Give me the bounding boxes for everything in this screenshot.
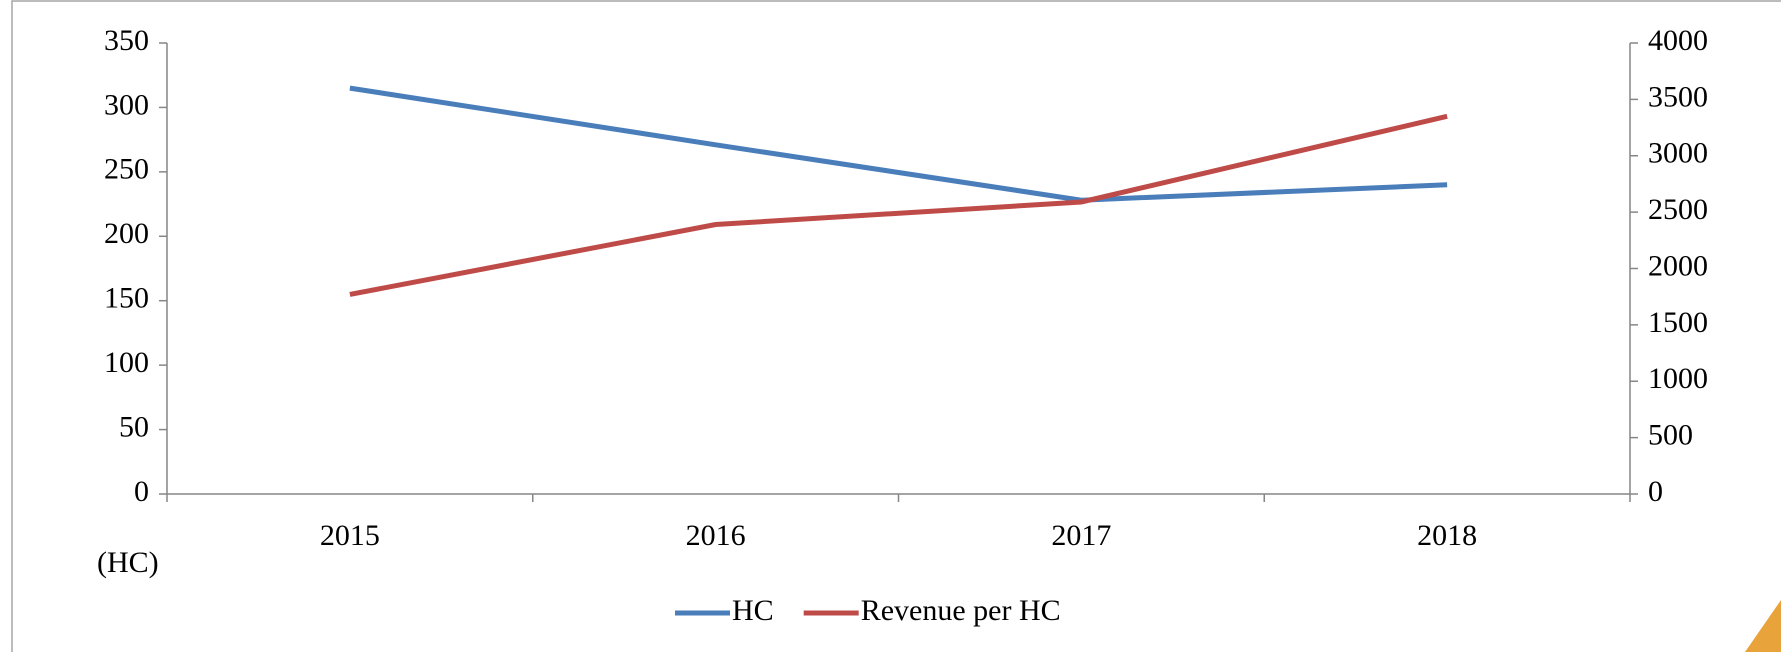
y-tick-label: 300 <box>104 88 149 121</box>
y-tick-label: 200 <box>104 217 149 250</box>
y2-tick-label: 2000 <box>1648 249 1708 282</box>
x-tick-label: 2017 <box>1051 519 1111 552</box>
y2-tick-label: 2500 <box>1648 193 1708 226</box>
legend-label: Revenue per HC <box>861 594 1061 627</box>
y-tick-label: 350 <box>104 24 149 57</box>
y2-tick-label: 1500 <box>1648 306 1708 339</box>
corner-decoration <box>1745 600 1781 652</box>
y2-tick-label: 500 <box>1648 419 1693 452</box>
legend-label: HC <box>732 594 774 627</box>
y2-tick-label: 3500 <box>1648 80 1708 113</box>
y2-tick-label: 3000 <box>1648 137 1708 170</box>
line-series <box>349 85 1448 203</box>
y2-tick-label: 0 <box>1648 475 1663 508</box>
line-series <box>349 113 1448 297</box>
x-tick-label: 2016 <box>686 519 746 552</box>
annotation: (HC) <box>97 546 159 579</box>
y-tick-label: 250 <box>104 153 149 186</box>
y-tick-label: 150 <box>104 282 149 315</box>
y2-tick-label: 1000 <box>1648 362 1708 395</box>
x-tick-label: 2015 <box>320 519 380 552</box>
y2-tick-label: 4000 <box>1648 24 1708 57</box>
y-tick-label: 0 <box>134 475 149 508</box>
y-tick-label: 100 <box>104 346 149 379</box>
chart-frame <box>11 0 1781 652</box>
x-tick-label: 2018 <box>1417 519 1477 552</box>
y-tick-label: 50 <box>119 410 149 443</box>
